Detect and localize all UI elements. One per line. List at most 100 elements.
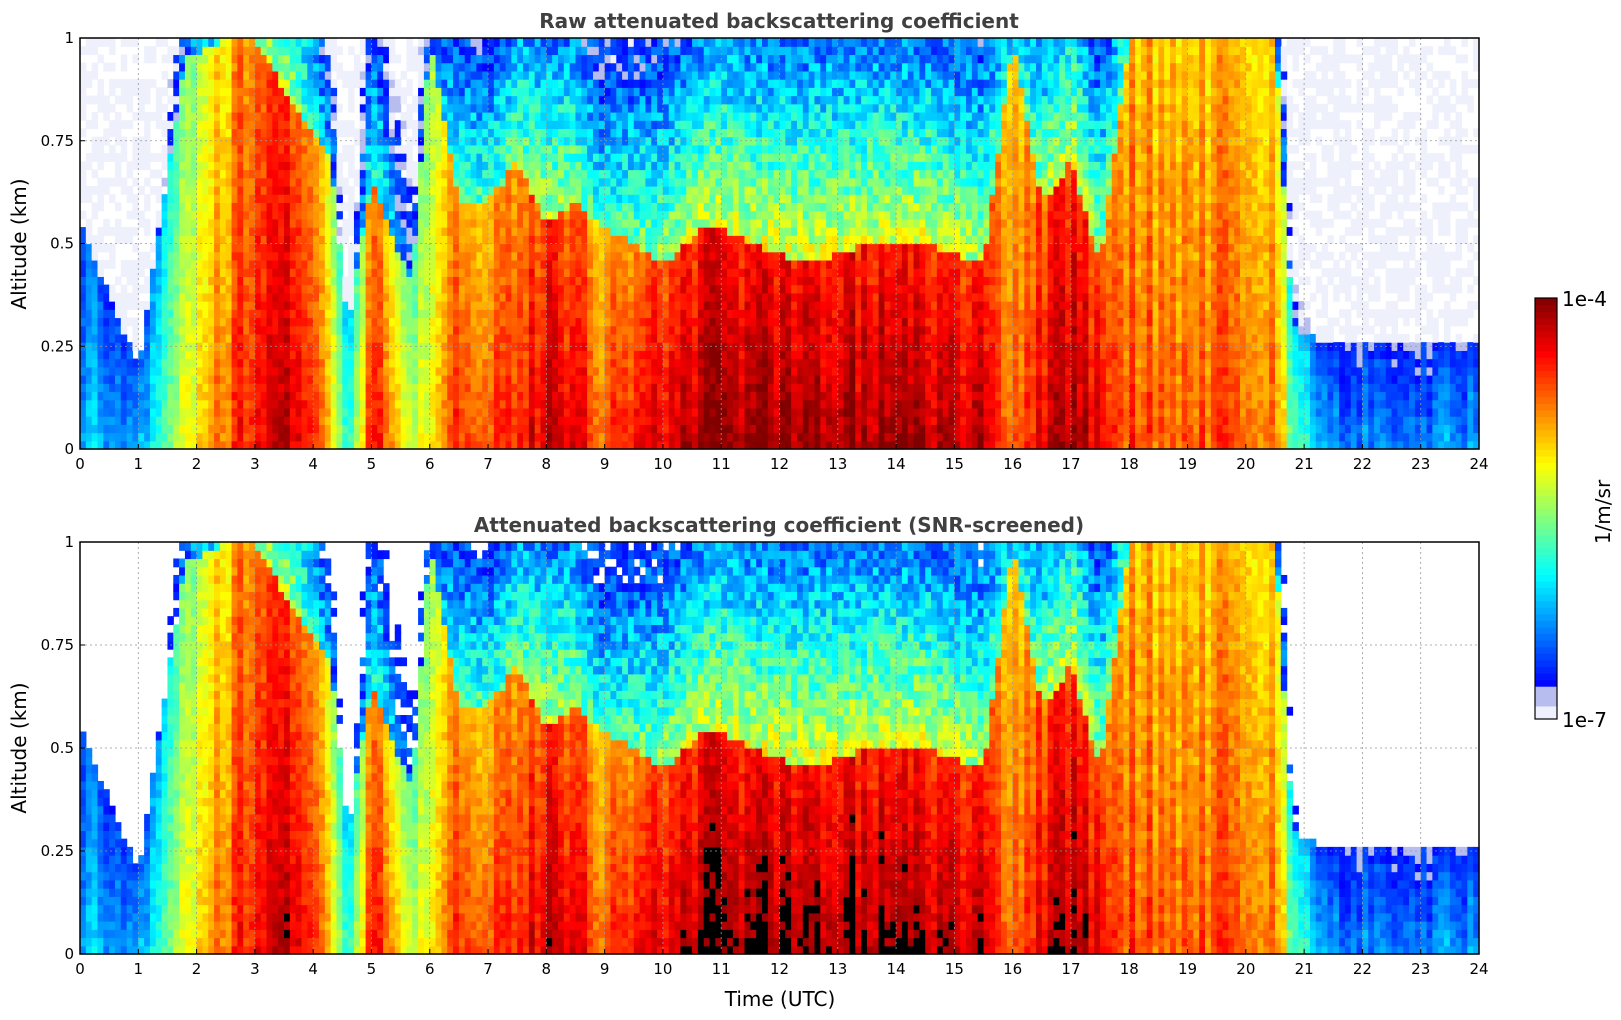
heatmap-cell [401,383,407,392]
heatmap-cell [511,309,517,318]
heatmap-cell [202,104,208,113]
heatmap-cell [185,334,191,343]
heatmap-cell [441,235,447,244]
heatmap-cell [459,342,465,351]
heatmap-cell [185,359,191,368]
heatmap-cell [261,145,267,154]
heatmap-cell [296,54,302,63]
heatmap-cell [86,350,92,359]
heatmap-cell [185,227,191,236]
heatmap-cell [383,161,389,170]
heatmap-cell [243,244,249,253]
heatmap-cell [197,54,203,63]
heatmap-cell [284,219,290,228]
heatmap-cell [156,424,162,433]
heatmap-cell [412,350,418,359]
heatmap-cell [494,350,500,359]
heatmap-cell [436,96,442,105]
heatmap-cell [441,334,447,343]
heatmap-cell [86,383,92,392]
heatmap-cell [360,433,366,442]
heatmap-cell [255,71,261,80]
heatmap-cell [325,87,331,96]
heatmap-cell [418,301,424,310]
heatmap-cell [529,276,535,285]
heatmap-cell [255,424,261,433]
heatmap-cell [412,120,418,129]
heatmap-cell [336,383,342,392]
heatmap-cell [546,211,552,220]
heatmap-cell [371,186,377,195]
heatmap-cell [447,186,453,195]
heatmap-cell [296,128,302,137]
heatmap-cell [383,359,389,368]
heatmap-cell [232,170,238,179]
heatmap-cell [552,104,558,113]
heatmap-cell [371,145,377,154]
heatmap-cell [156,170,162,179]
heatmap-cell [418,202,424,211]
heatmap-cell [243,211,249,220]
heatmap-cell [465,391,471,400]
heatmap-cell [331,317,337,326]
heatmap-cell [459,408,465,417]
heatmap-cell [290,46,296,55]
heatmap-cell [436,375,442,384]
heatmap-cell [255,211,261,220]
heatmap-cell [226,424,232,433]
heatmap-cell [447,211,453,220]
heatmap-cell [109,145,115,154]
heatmap-cell [453,375,459,384]
heatmap-cell [325,391,331,400]
heatmap-cell [214,161,220,170]
heatmap-cell [535,46,541,55]
heatmap-cell [243,293,249,302]
heatmap-cell [278,71,284,80]
heatmap-cell [109,252,115,261]
heatmap-cell [202,153,208,162]
heatmap-cell [418,46,424,55]
heatmap-cell [459,211,465,220]
heatmap-cell [488,227,494,236]
heatmap-cell [453,301,459,310]
heatmap-cell [564,276,570,285]
heatmap-cell [447,153,453,162]
heatmap-cell [494,293,500,302]
heatmap-cell [471,244,477,253]
heatmap-cell [278,161,284,170]
heatmap-cell [232,285,238,294]
heatmap-cell [511,293,517,302]
heatmap-cell [389,350,395,359]
heatmap-cell [138,433,144,442]
heatmap-cell [471,153,477,162]
heatmap-cell [226,120,232,129]
heatmap-cell [395,104,401,113]
heatmap-cell [302,54,308,63]
heatmap-cell [418,285,424,294]
heatmap-cell [220,104,226,113]
heatmap-cell [336,433,342,442]
heatmap-cell [325,408,331,417]
heatmap-cell [121,408,127,417]
heatmap-cell [138,268,144,277]
heatmap-cell [267,375,273,384]
heatmap-cell [243,186,249,195]
heatmap-cell [511,359,517,368]
heatmap-cell [447,104,453,113]
heatmap-cell [144,416,150,425]
heatmap-cell [476,235,482,244]
heatmap-cell [453,285,459,294]
heatmap-cell [453,408,459,417]
heatmap-cell [232,137,238,146]
heatmap-cell [97,202,103,211]
heatmap-cell [447,268,453,277]
heatmap-cell [506,317,512,326]
heatmap-cell [430,219,436,228]
heatmap-cell [441,87,447,96]
heatmap-cell [272,309,278,318]
heatmap-cell [173,219,179,228]
heatmap-cell [441,120,447,129]
heatmap-cell [395,285,401,294]
heatmap-cell [179,260,185,269]
heatmap-cell [494,342,500,351]
